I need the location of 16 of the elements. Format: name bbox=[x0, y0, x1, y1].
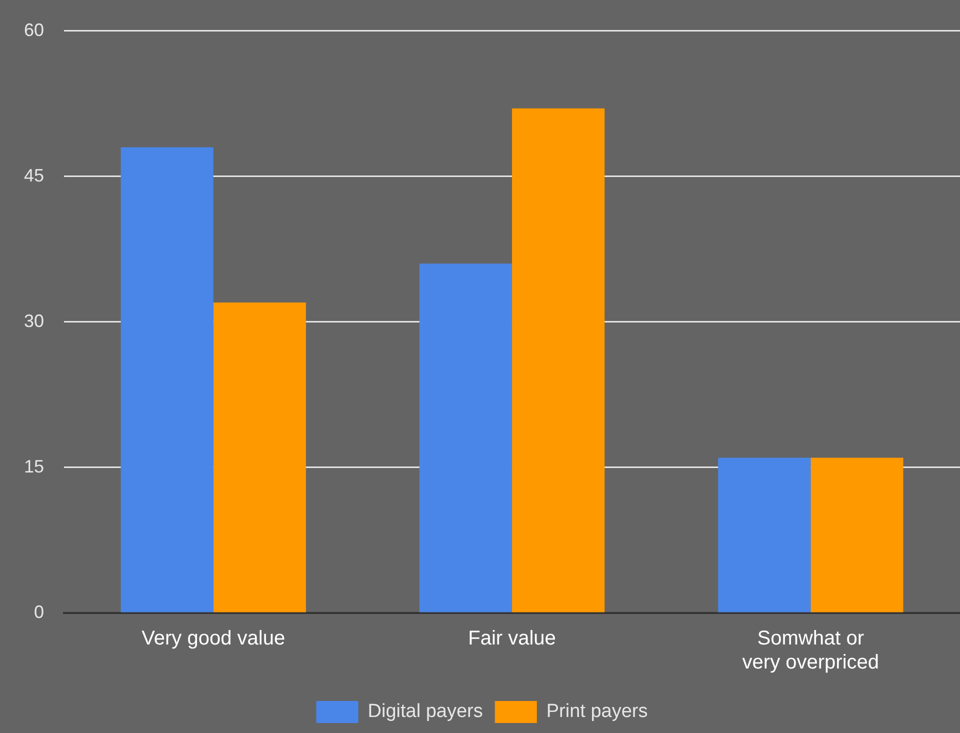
bar bbox=[120, 147, 214, 612]
y-tick-label: 15 bbox=[24, 456, 44, 476]
bar bbox=[419, 264, 512, 612]
x-tick-label: Somwhat or very overpriced bbox=[742, 628, 880, 674]
legend-label: Print payers bbox=[546, 701, 648, 722]
y-tick-label: 30 bbox=[24, 310, 44, 331]
bar bbox=[512, 108, 605, 612]
y-tick-label: 60 bbox=[24, 20, 44, 40]
y-tick-label: 45 bbox=[24, 165, 44, 186]
x-tick-label: Fair value bbox=[468, 628, 556, 650]
bar bbox=[213, 302, 306, 612]
bar bbox=[718, 458, 811, 612]
legend-label: Digital payers bbox=[368, 701, 483, 722]
x-tick-label: Very good value bbox=[142, 628, 286, 650]
y-tick-label: 0 bbox=[34, 602, 44, 622]
bar bbox=[810, 458, 904, 612]
